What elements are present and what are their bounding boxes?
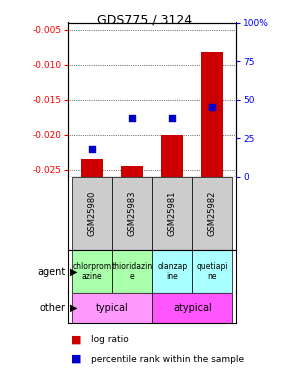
Point — [210, 105, 215, 111]
Text: chlorprom
azine: chlorprom azine — [72, 262, 112, 281]
Bar — [161, 135, 183, 177]
Bar — [152, 250, 192, 293]
Text: agent: agent — [37, 267, 65, 277]
Bar — [201, 52, 223, 177]
Text: GDS775 / 3124: GDS775 / 3124 — [97, 13, 193, 26]
Point — [130, 115, 135, 121]
Bar — [152, 293, 232, 322]
Bar — [152, 177, 192, 250]
Bar — [112, 250, 152, 293]
Text: GSM25982: GSM25982 — [208, 191, 217, 236]
Text: log ratio: log ratio — [91, 335, 129, 344]
Text: quetiapi
ne: quetiapi ne — [197, 262, 228, 281]
Bar — [192, 250, 232, 293]
Text: typical: typical — [96, 303, 128, 313]
Bar — [192, 177, 232, 250]
Bar — [121, 166, 143, 177]
Text: ■: ■ — [71, 354, 81, 364]
Text: GSM25980: GSM25980 — [88, 191, 97, 236]
Text: ■: ■ — [71, 334, 81, 345]
Text: GSM25981: GSM25981 — [168, 191, 177, 236]
Bar — [72, 250, 112, 293]
Text: GSM25983: GSM25983 — [128, 191, 137, 236]
Text: ▶: ▶ — [70, 303, 77, 313]
Text: other: other — [39, 303, 65, 313]
Bar — [72, 293, 152, 322]
Bar — [72, 177, 112, 250]
Bar — [81, 159, 103, 177]
Text: percentile rank within the sample: percentile rank within the sample — [91, 355, 244, 364]
Text: olanzap
ine: olanzap ine — [157, 262, 187, 281]
Text: thioridazin
e: thioridazin e — [112, 262, 153, 281]
Bar — [112, 177, 152, 250]
Point — [170, 115, 175, 121]
Point — [90, 146, 95, 152]
Text: atypical: atypical — [173, 303, 212, 313]
Text: ▶: ▶ — [70, 267, 77, 277]
